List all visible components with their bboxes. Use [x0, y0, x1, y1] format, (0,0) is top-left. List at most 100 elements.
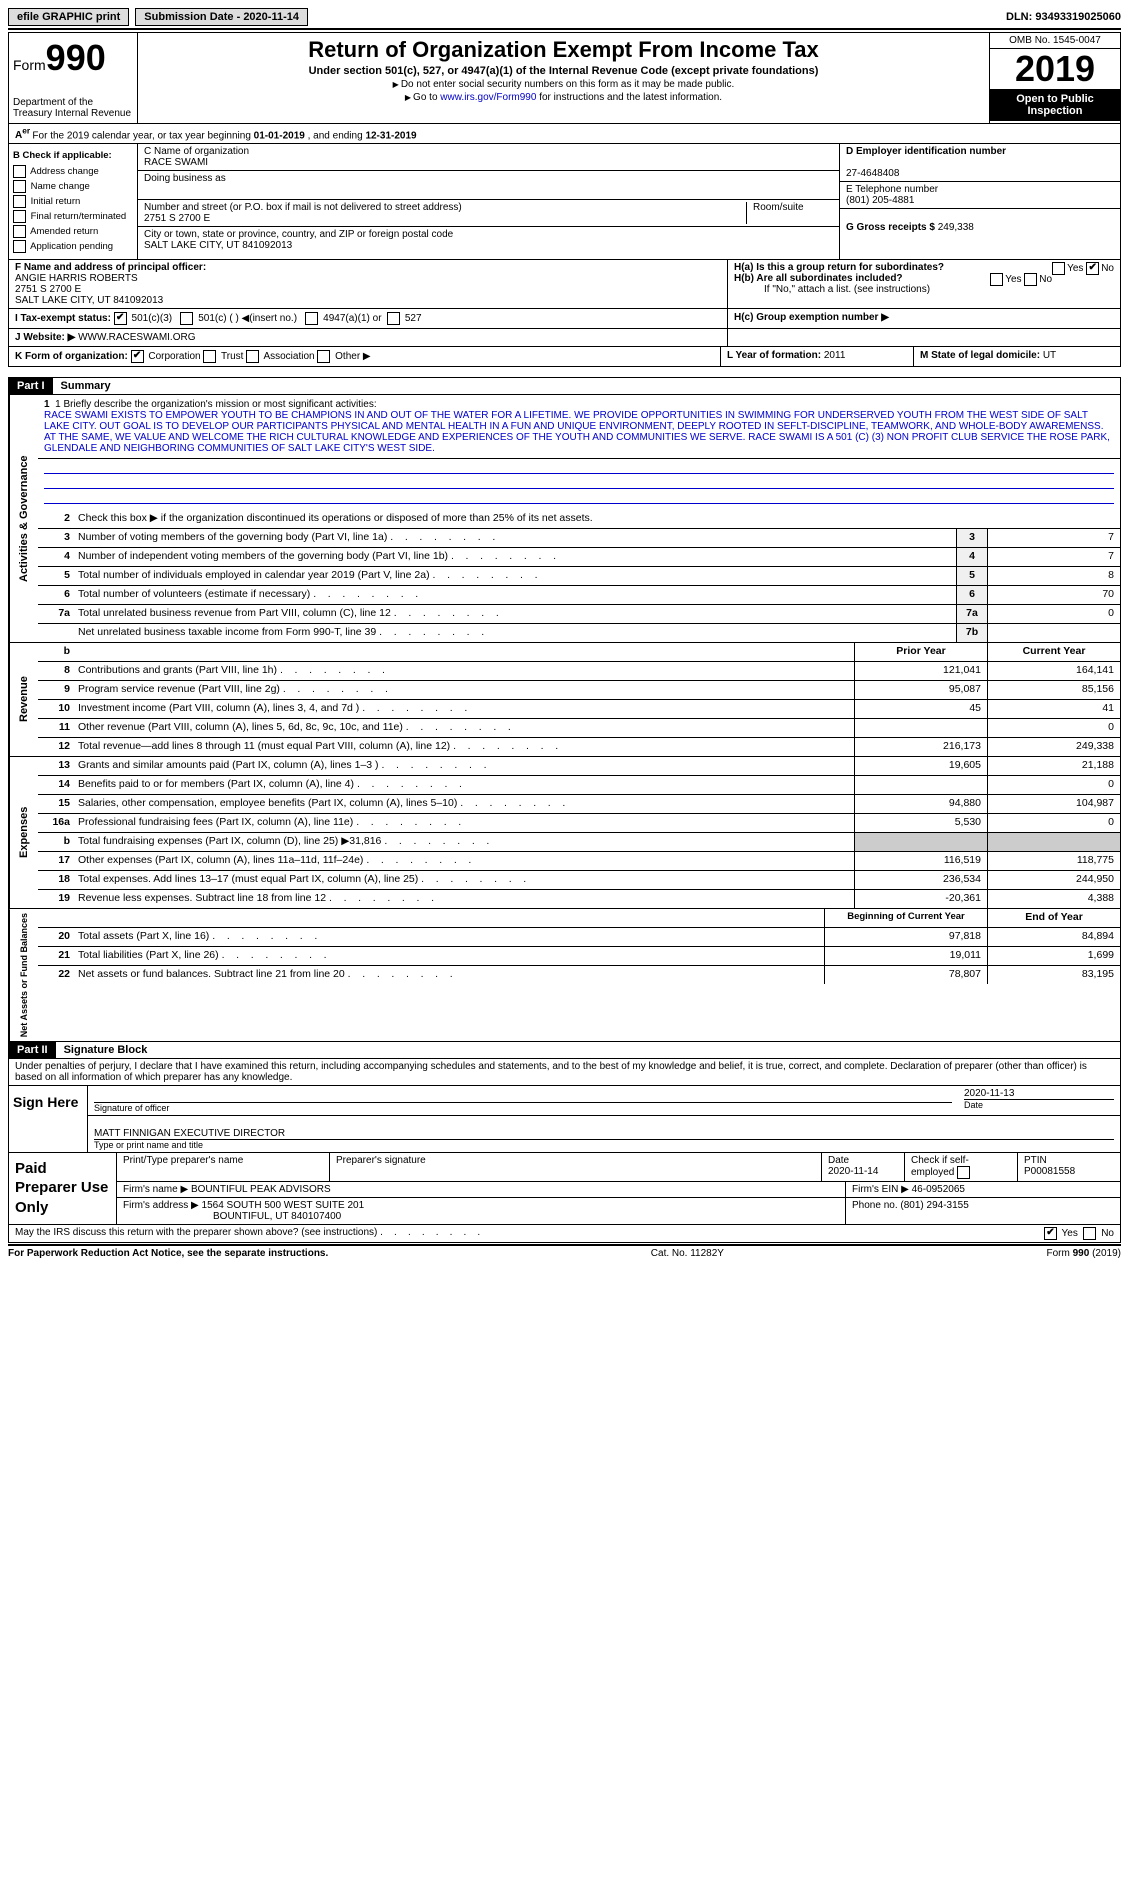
- table-row: 14Benefits paid to or for members (Part …: [38, 776, 1120, 795]
- net-assets-section: Net Assets or Fund Balances Beginning of…: [8, 909, 1121, 1042]
- revenue-section: Revenue b Prior Year Current Year 8Contr…: [8, 643, 1121, 757]
- telephone: (801) 205-4881: [846, 195, 914, 206]
- sign-here-label: Sign Here: [9, 1086, 88, 1152]
- org-address: 2751 S 2700 E: [144, 213, 210, 224]
- cb-name-change[interactable]: [13, 180, 26, 193]
- sig-date: 2020-11-13: [964, 1088, 1014, 1099]
- side-label-governance: Activities & Governance: [9, 395, 38, 642]
- table-row: 13Grants and similar amounts paid (Part …: [38, 757, 1120, 776]
- cb-final-return[interactable]: [13, 210, 26, 223]
- summary-line: 7aTotal unrelated business revenue from …: [38, 605, 1120, 624]
- table-row: 16aProfessional fundraising fees (Part I…: [38, 814, 1120, 833]
- form-number: Form990: [13, 37, 133, 79]
- org-name: RACE SWAMI: [144, 157, 208, 168]
- cb-hb-yes[interactable]: [990, 273, 1003, 286]
- open-inspection: Open to Public Inspection: [990, 89, 1120, 121]
- cb-address-change[interactable]: [13, 165, 26, 178]
- col-d-info: D Employer identification number 27-4648…: [839, 144, 1120, 258]
- summary-line: 5Total number of individuals employed in…: [38, 567, 1120, 586]
- tax-year-row: Aer For the 2019 calendar year, or tax y…: [8, 124, 1121, 144]
- part1-header-row: Part I Summary: [8, 377, 1121, 395]
- state-domicile: UT: [1043, 350, 1056, 361]
- efile-print-button[interactable]: efile GRAPHIC print: [8, 8, 129, 26]
- gross-receipts: 249,338: [938, 222, 974, 233]
- form-header: Form990 Department of the Treasury Inter…: [8, 32, 1121, 124]
- table-row: 21Total liabilities (Part X, line 26)19,…: [38, 947, 1120, 966]
- mission-block: 1 1 Briefly describe the organization's …: [38, 395, 1120, 459]
- table-row: 10Investment income (Part VIII, column (…: [38, 700, 1120, 719]
- ein: 27-4648408: [846, 168, 899, 179]
- instructions-note: Go to www.irs.gov/Form990 for instructio…: [146, 92, 981, 103]
- firm-addr1: 1564 SOUTH 500 WEST SUITE 201: [202, 1200, 365, 1211]
- part2-label: Part II: [9, 1042, 56, 1058]
- cb-application-pending[interactable]: [13, 240, 26, 253]
- table-row: 22Net assets or fund balances. Subtract …: [38, 966, 1120, 984]
- ptin: P00081558: [1024, 1166, 1075, 1177]
- activities-governance-section: Activities & Governance 1 1 Briefly desc…: [8, 395, 1121, 643]
- top-bar: efile GRAPHIC print Submission Date - 20…: [8, 8, 1121, 30]
- website-row: J Website: ▶ WWW.RACESWAMI.ORG: [8, 329, 1121, 347]
- cb-other[interactable]: [317, 350, 330, 363]
- table-row: 15Salaries, other compensation, employee…: [38, 795, 1120, 814]
- table-row: 11Other revenue (Part VIII, column (A), …: [38, 719, 1120, 738]
- firm-addr2: BOUNTIFUL, UT 840107400: [123, 1211, 341, 1222]
- website-url: WWW.RACESWAMI.ORG: [78, 332, 195, 343]
- cb-initial-return[interactable]: [13, 195, 26, 208]
- cb-discuss-yes[interactable]: [1044, 1227, 1057, 1240]
- cb-501c3[interactable]: [114, 312, 127, 325]
- footer: For Paperwork Reduction Act Notice, see …: [8, 1244, 1121, 1261]
- mission-text: RACE SWAMI EXISTS TO EMPOWER YOUTH TO BE…: [44, 410, 1110, 454]
- firm-name: BOUNTIFUL PEAK ADVISORS: [191, 1184, 331, 1195]
- cb-501c[interactable]: [180, 312, 193, 325]
- part1-title: Summary: [53, 380, 111, 392]
- firm-ein: 46-0952065: [912, 1184, 965, 1195]
- cb-assoc[interactable]: [246, 350, 259, 363]
- officer-name-title: MATT FINNIGAN EXECUTIVE DIRECTOR: [94, 1128, 1114, 1139]
- cb-4947[interactable]: [305, 312, 318, 325]
- col-c-entity: C Name of organization RACE SWAMI Doing …: [138, 144, 839, 258]
- irs-link[interactable]: www.irs.gov/Form990: [440, 92, 536, 103]
- part2-header-row: Part II Signature Block: [8, 1042, 1121, 1059]
- year-formation: 2011: [824, 350, 846, 361]
- ssn-note: Do not enter social security numbers on …: [146, 79, 981, 90]
- table-row: 19Revenue less expenses. Subtract line 1…: [38, 890, 1120, 908]
- col-b-checkboxes: B Check if applicable: Address change Na…: [9, 144, 138, 258]
- submission-date-button[interactable]: Submission Date - 2020-11-14: [135, 8, 308, 26]
- firm-phone: (801) 294-3155: [900, 1200, 968, 1211]
- summary-line: 6Total number of volunteers (estimate if…: [38, 586, 1120, 605]
- tax-year: 2019: [990, 49, 1120, 89]
- form-title: Return of Organization Exempt From Incom…: [146, 37, 981, 63]
- cb-trust[interactable]: [203, 350, 216, 363]
- side-label-net: Net Assets or Fund Balances: [9, 909, 38, 1041]
- cb-self-employed[interactable]: [957, 1166, 970, 1179]
- omb-number: OMB No. 1545-0047: [990, 33, 1120, 49]
- table-row: 12Total revenue—add lines 8 through 11 (…: [38, 738, 1120, 756]
- summary-line: 4Number of independent voting members of…: [38, 548, 1120, 567]
- table-row: 20Total assets (Part X, line 16)97,81884…: [38, 928, 1120, 947]
- cb-discuss-no[interactable]: [1083, 1227, 1096, 1240]
- dept-treasury: Department of the Treasury Internal Reve…: [13, 97, 133, 119]
- form-subtitle: Under section 501(c), 527, or 4947(a)(1)…: [146, 65, 981, 77]
- cb-amended[interactable]: [13, 225, 26, 238]
- summary-line: Net unrelated business taxable income fr…: [38, 624, 1120, 642]
- table-row: 8Contributions and grants (Part VIII, li…: [38, 662, 1120, 681]
- signature-block: Under penalties of perjury, I declare th…: [8, 1059, 1121, 1153]
- part1-label: Part I: [9, 378, 53, 394]
- cb-hb-no[interactable]: [1024, 273, 1037, 286]
- cb-ha-yes[interactable]: [1052, 262, 1065, 275]
- org-city: SALT LAKE CITY, UT 841092013: [144, 240, 292, 251]
- part2-title: Signature Block: [56, 1044, 148, 1056]
- prep-date: 2020-11-14: [828, 1166, 878, 1177]
- cb-ha-no[interactable]: [1086, 262, 1099, 275]
- side-label-expenses: Expenses: [9, 757, 38, 908]
- officer-name: ANGIE HARRIS ROBERTS: [15, 273, 138, 284]
- table-row: 9Program service revenue (Part VIII, lin…: [38, 681, 1120, 700]
- side-label-revenue: Revenue: [9, 643, 38, 756]
- cb-527[interactable]: [387, 312, 400, 325]
- table-row: 17Other expenses (Part IX, column (A), l…: [38, 852, 1120, 871]
- paid-preparer-block: Paid Preparer Use Only Print/Type prepar…: [8, 1153, 1121, 1225]
- sig-intro: Under penalties of perjury, I declare th…: [9, 1059, 1120, 1085]
- cb-corp[interactable]: [131, 350, 144, 363]
- dln: DLN: 93493319025060: [1006, 11, 1121, 23]
- summary-line: 3Number of voting members of the governi…: [38, 529, 1120, 548]
